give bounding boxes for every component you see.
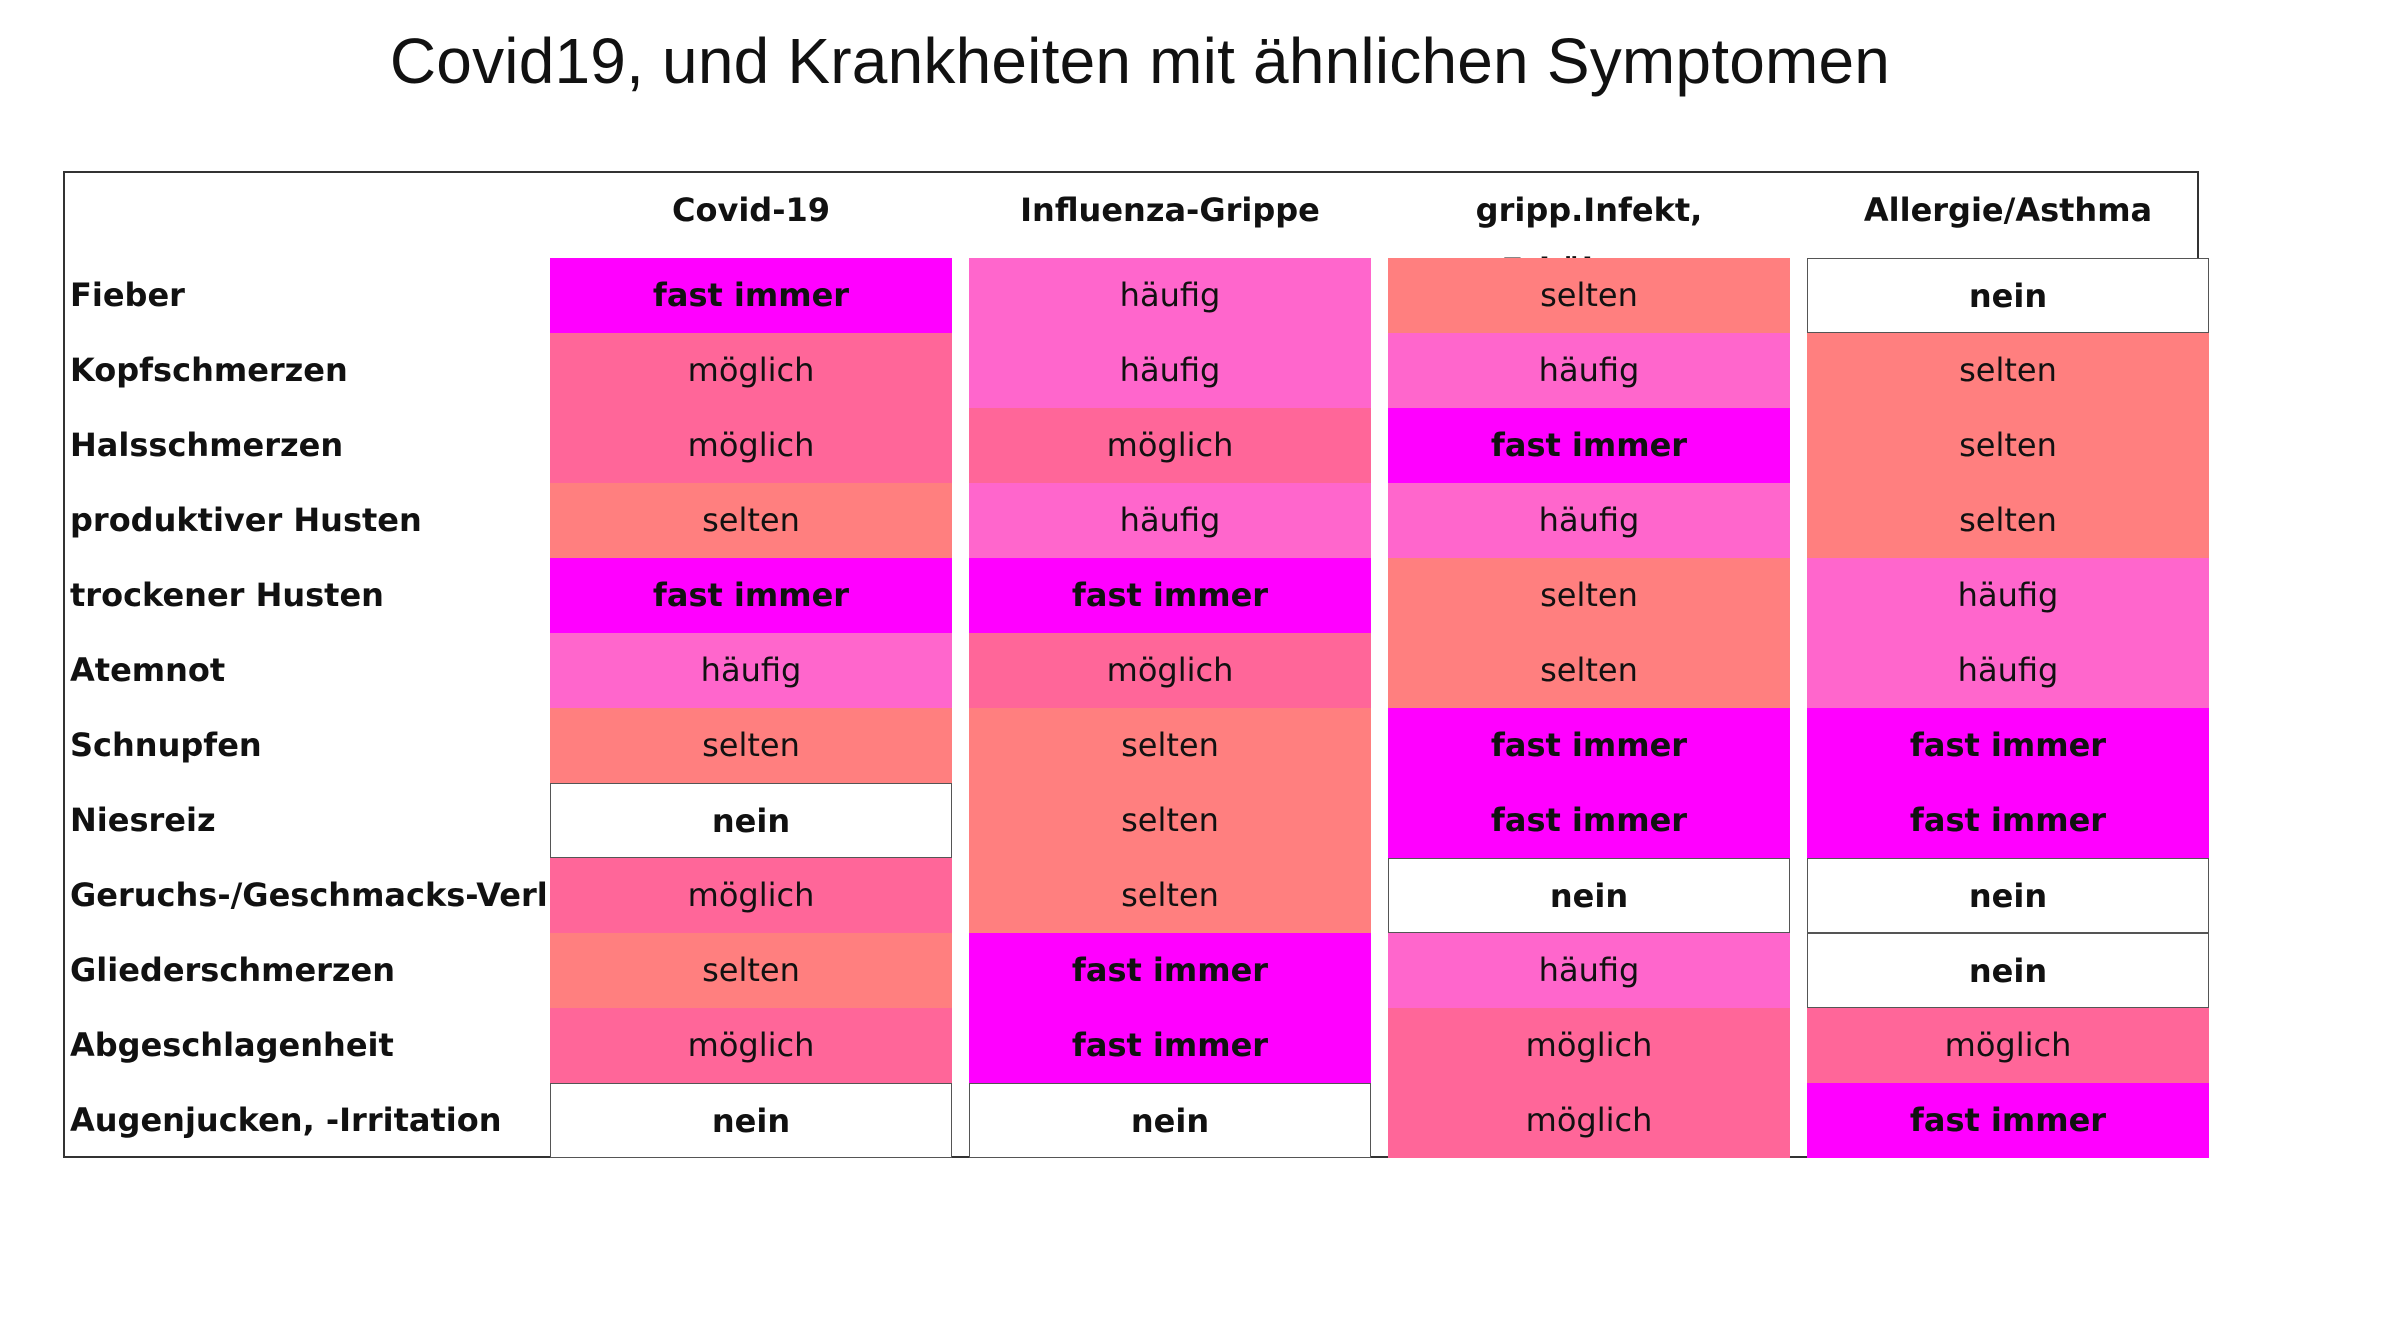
table-cell: häufig <box>969 258 1371 333</box>
row-label: Niesreiz <box>70 801 216 839</box>
table-cell: häufig <box>1388 483 1790 558</box>
column-header: Allergie/Asthma <box>1863 191 2153 229</box>
table-cell: fast immer <box>969 933 1371 1008</box>
table-cell: selten <box>1807 483 2209 558</box>
row-label: produktiver Husten <box>70 501 422 539</box>
row-label: Geruchs-/Geschmacks-Verlust <box>70 876 605 914</box>
table-cell: möglich <box>1807 1008 2209 1083</box>
table-cell: möglich <box>550 333 952 408</box>
table-cell: nein <box>1807 858 2209 933</box>
table-cell: nein <box>550 783 952 858</box>
table-cell: selten <box>969 783 1371 858</box>
table-cell: selten <box>1388 633 1790 708</box>
table-cell: fast immer <box>1807 783 2209 858</box>
column-header: Covid-19 <box>671 191 830 229</box>
table-cell: selten <box>1388 258 1790 333</box>
table-cell: selten <box>550 933 952 1008</box>
table-cell: möglich <box>1388 1008 1790 1083</box>
row-label: Gliederschmerzen <box>70 951 396 989</box>
table-cell: nein <box>1807 933 2209 1008</box>
table-cell: fast immer <box>1388 783 1790 858</box>
row-label: Kopfschmerzen <box>70 351 348 389</box>
table-cell: selten <box>550 483 952 558</box>
table-cell: selten <box>969 858 1371 933</box>
table-cell: möglich <box>550 408 952 483</box>
table-cell: fast immer <box>550 558 952 633</box>
table-cell: möglich <box>550 858 952 933</box>
table-cell: möglich <box>1388 1083 1790 1158</box>
table-cell: fast immer <box>969 558 1371 633</box>
table-cell: selten <box>550 708 952 783</box>
row-label: Augenjucken, -Irritation <box>70 1101 502 1139</box>
table-cell: fast immer <box>1807 1083 2209 1158</box>
table-cell: selten <box>1807 408 2209 483</box>
table-cell: häufig <box>1807 558 2209 633</box>
row-label: Atemnot <box>70 651 226 689</box>
table-cell: fast immer <box>1388 408 1790 483</box>
page-title: Covid19, und Krankheiten mit ähnlichen S… <box>389 25 1891 97</box>
table-cell: möglich <box>969 633 1371 708</box>
table-cell: häufig <box>969 483 1371 558</box>
table-cell: häufig <box>1807 633 2209 708</box>
table-cell: fast immer <box>969 1008 1371 1083</box>
row-label: Abgeschlagenheit <box>70 1026 394 1064</box>
row-label: Fieber <box>70 276 185 314</box>
table-cell: nein <box>1388 858 1790 933</box>
column-header: gripp.Infekt, Erkältung <box>1475 191 1703 289</box>
table-cell: nein <box>550 1083 952 1158</box>
table-cell: nein <box>969 1083 1371 1158</box>
row-label: Halsschmerzen <box>70 426 344 464</box>
table-cell: fast immer <box>550 258 952 333</box>
row-label: trockener Husten <box>70 576 384 614</box>
row-label: Schnupfen <box>70 726 262 764</box>
table-cell: selten <box>1388 558 1790 633</box>
table-cell: möglich <box>969 408 1371 483</box>
table-cell: fast immer <box>1388 708 1790 783</box>
table-cell: häufig <box>550 633 952 708</box>
table-cell: selten <box>1807 333 2209 408</box>
table-cell: häufig <box>969 333 1371 408</box>
table-cell: häufig <box>1388 333 1790 408</box>
table-cell: fast immer <box>1807 708 2209 783</box>
column-header: Influenza-Grippe <box>1020 191 1320 229</box>
table-cell: nein <box>1807 258 2209 333</box>
table-cell: häufig <box>1388 933 1790 1008</box>
table-cell: selten <box>969 708 1371 783</box>
table-cell: möglich <box>550 1008 952 1083</box>
